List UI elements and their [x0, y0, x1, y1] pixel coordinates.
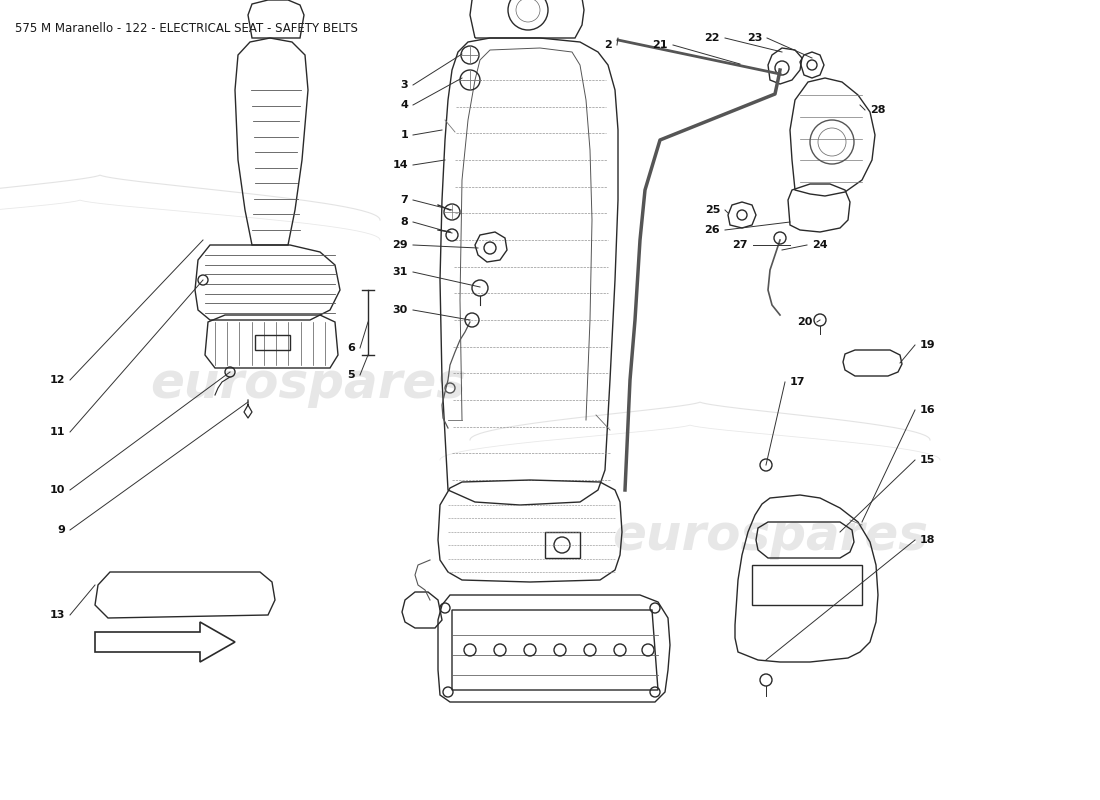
Text: 19: 19 — [920, 340, 936, 350]
Text: 24: 24 — [812, 240, 827, 250]
Text: 8: 8 — [400, 217, 408, 227]
Text: 31: 31 — [393, 267, 408, 277]
Text: 20: 20 — [796, 317, 812, 327]
Text: 4: 4 — [400, 100, 408, 110]
Text: 16: 16 — [920, 405, 936, 415]
Text: 2: 2 — [604, 40, 612, 50]
Text: 5: 5 — [348, 370, 355, 380]
Text: 13: 13 — [50, 610, 65, 620]
Text: 23: 23 — [747, 33, 762, 43]
Text: 3: 3 — [400, 80, 408, 90]
Text: 10: 10 — [50, 485, 65, 495]
Text: 17: 17 — [790, 377, 805, 387]
Text: 575 M Maranello - 122 - ELECTRICAL SEAT - SAFETY BELTS: 575 M Maranello - 122 - ELECTRICAL SEAT … — [15, 22, 358, 35]
Text: 9: 9 — [57, 525, 65, 535]
Text: 26: 26 — [704, 225, 720, 235]
Text: 15: 15 — [920, 455, 935, 465]
Text: 28: 28 — [870, 105, 886, 115]
Text: eurospares: eurospares — [150, 360, 466, 408]
Text: 7: 7 — [400, 195, 408, 205]
Text: 6: 6 — [348, 343, 355, 353]
Text: 12: 12 — [50, 375, 65, 385]
Text: 14: 14 — [393, 160, 408, 170]
Text: 21: 21 — [652, 40, 668, 50]
Text: eurospares: eurospares — [612, 512, 928, 560]
Text: 29: 29 — [393, 240, 408, 250]
Text: 25: 25 — [705, 205, 720, 215]
Text: 1: 1 — [400, 130, 408, 140]
Text: 11: 11 — [50, 427, 65, 437]
Text: 27: 27 — [733, 240, 748, 250]
Text: 22: 22 — [704, 33, 720, 43]
Text: 18: 18 — [920, 535, 935, 545]
Text: 30: 30 — [393, 305, 408, 315]
